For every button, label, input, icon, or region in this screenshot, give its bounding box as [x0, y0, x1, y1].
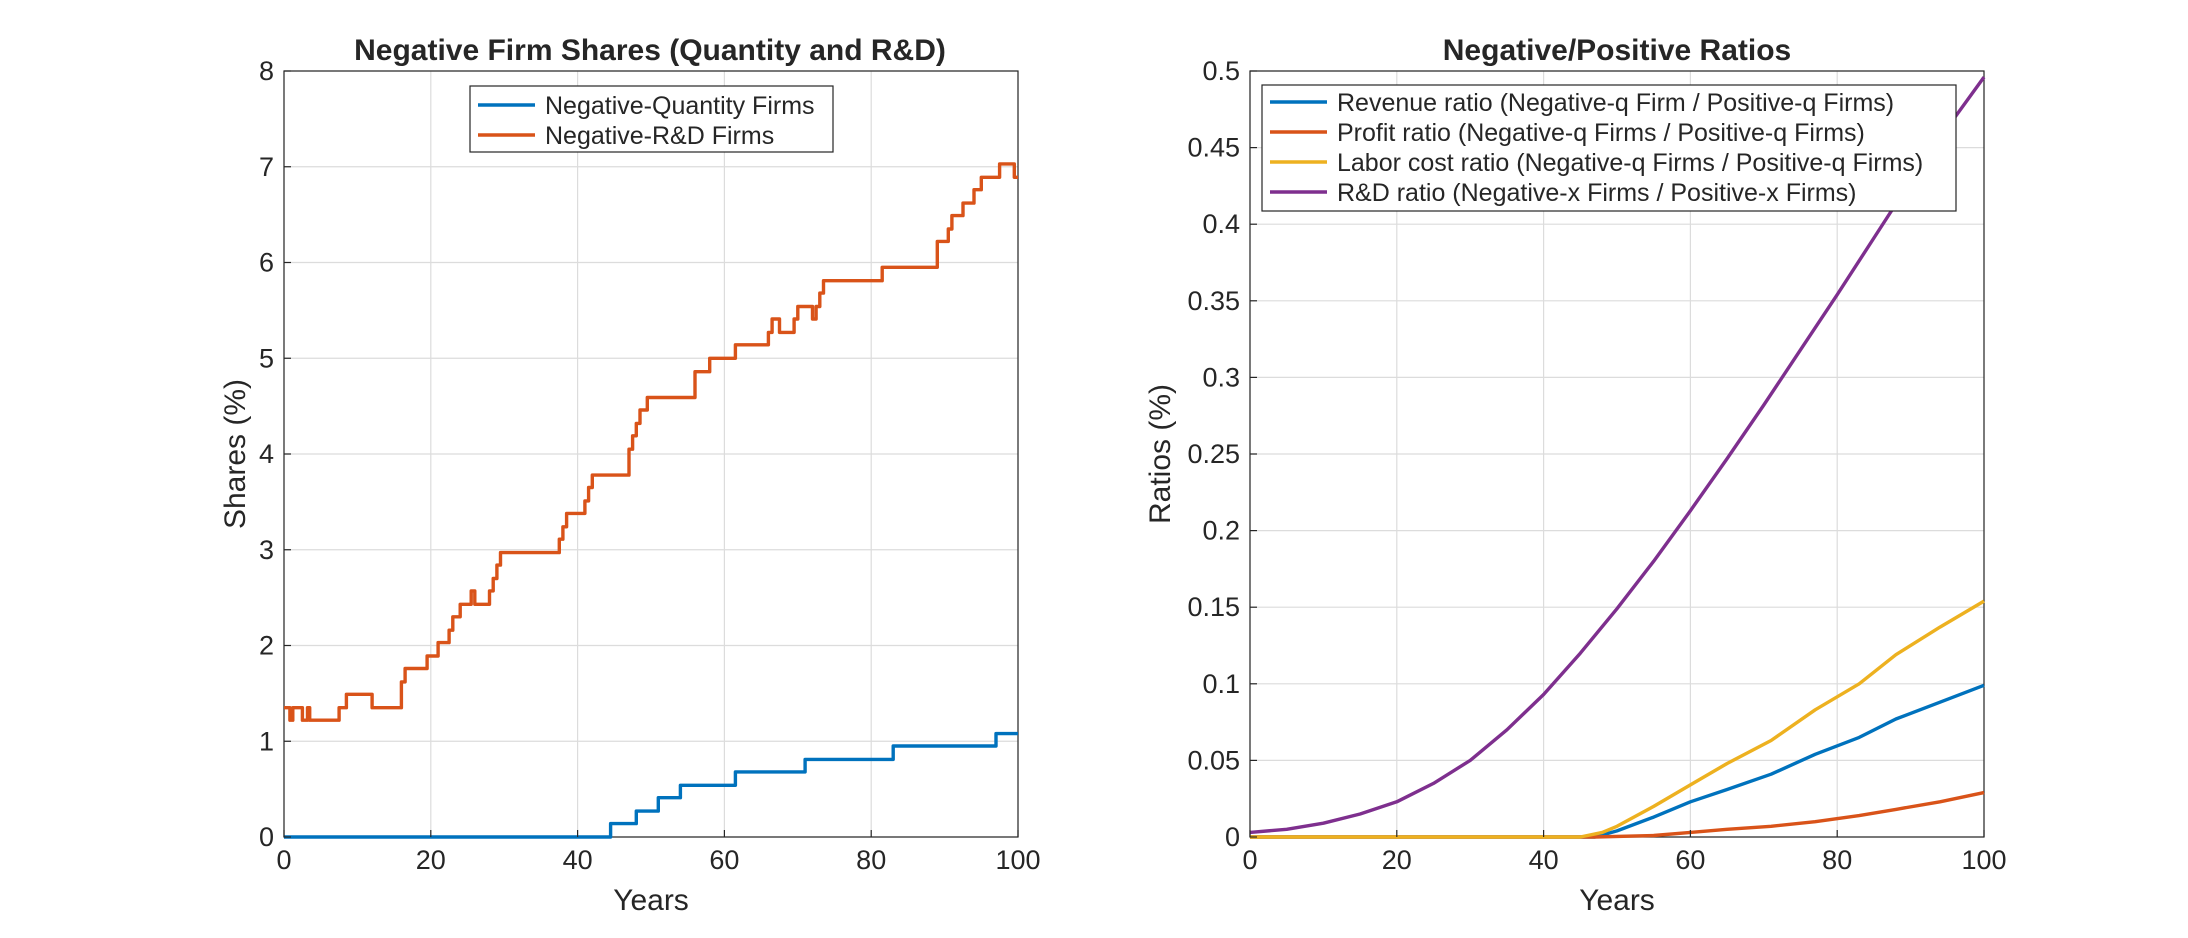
x-tick-label: 80 [856, 845, 886, 875]
y-tick-label: 0.25 [1187, 439, 1240, 469]
series-line-2 [284, 162, 1018, 722]
y-tick-label: 8 [259, 56, 274, 86]
y-tick-label: 0.5 [1202, 56, 1240, 86]
x-axis-label: Years [1579, 884, 1655, 917]
legend-entry-label: R&D ratio (Negative-x Firms / Positive-x… [1337, 179, 1857, 207]
y-axis-label: Ratios (%) [1144, 384, 1177, 524]
y-tick-label: 2 [259, 631, 274, 661]
y-tick-label: 0 [1225, 822, 1240, 852]
y-tick-label: 1 [259, 726, 274, 756]
series-group [1249, 76, 1986, 839]
x-tick-label: 0 [276, 845, 291, 875]
y-tick-label: 0.15 [1187, 592, 1240, 622]
x-axis-label: Years [613, 884, 689, 917]
legend-entry-label: Negative-R&D Firms [545, 122, 774, 150]
y-tick-labels: 0 1 2 3 4 5 6 7 8 [259, 56, 274, 852]
chart-negative-positive-ratios: Negative/Positive Ratios 0 20 40 60 80 100 00… [1144, 34, 2007, 917]
y-tick-label: 4 [259, 439, 274, 469]
x-tick-labels: 0 20 40 60 80 100 [276, 845, 1040, 875]
y-tick-label: 3 [259, 535, 274, 565]
series-group [284, 162, 1018, 839]
x-tick-label: 100 [1961, 845, 2006, 875]
y-tick-label: 0.4 [1202, 209, 1240, 239]
x-tick-label: 40 [563, 845, 593, 875]
legend-box [1261, 84, 1957, 212]
x-tick-label: 60 [1675, 845, 1705, 875]
legend-entry-label: Profit ratio (Negative-q Firms / Positiv… [1337, 119, 1865, 147]
x-tick-label: 20 [416, 845, 446, 875]
legend-entry-label: Revenue ratio (Negative-q Firm / Positiv… [1337, 89, 1894, 117]
x-tick-label: 80 [1822, 845, 1852, 875]
y-tick-label: 0.1 [1202, 669, 1240, 699]
legend-box [469, 85, 834, 153]
legend-entry-label: Negative-Quantity Firms [545, 92, 815, 120]
x-tick-label: 100 [995, 845, 1040, 875]
series-line-1 [1250, 683, 1985, 839]
y-tick-label: 0.05 [1187, 745, 1240, 775]
y-tick-label: 7 [259, 152, 274, 182]
y-tick-label: 5 [259, 343, 274, 373]
x-tick-labels: 0 20 40 60 80 100 [1242, 845, 2006, 875]
y-tick-label: 0.35 [1187, 286, 1240, 316]
y-tick-label: 0.45 [1187, 133, 1240, 163]
y-tick-label: 0 [259, 822, 274, 852]
legend-entry-label: Labor cost ratio (Negative-q Firms / Pos… [1337, 149, 1923, 177]
legend: Revenue ratio (Negative-q Firm / Positiv… [1261, 84, 1957, 212]
y-axis-label: Shares (%) [219, 379, 252, 529]
series-line-1 [284, 731, 1018, 839]
series-line-3 [1250, 599, 1985, 839]
series-line-4 [1249, 76, 1986, 835]
y-tick-label: 0.2 [1202, 516, 1240, 546]
x-tick-label: 20 [1382, 845, 1412, 875]
series-line-2 [1250, 790, 1985, 839]
y-tick-label: 6 [259, 248, 274, 278]
x-tick-label: 40 [1529, 845, 1559, 875]
y-tick-label: 0.3 [1202, 362, 1240, 392]
x-tick-label: 0 [1242, 845, 1257, 875]
chart-negative-firm-shares: Negative Firm Shares (Quantity and R&D) … [219, 34, 1041, 917]
x-tick-label: 60 [709, 845, 739, 875]
chart-title: Negative Firm Shares (Quantity and R&D) [354, 34, 946, 67]
grid-lines [283, 70, 1019, 838]
y-tick-labels: 0 0.05 0.1 0.15 0.2 0.25 0.3 0.35 0.4 0.45 0.5 [1187, 56, 1240, 852]
chart-title: Negative/Positive Ratios [1443, 34, 1791, 67]
